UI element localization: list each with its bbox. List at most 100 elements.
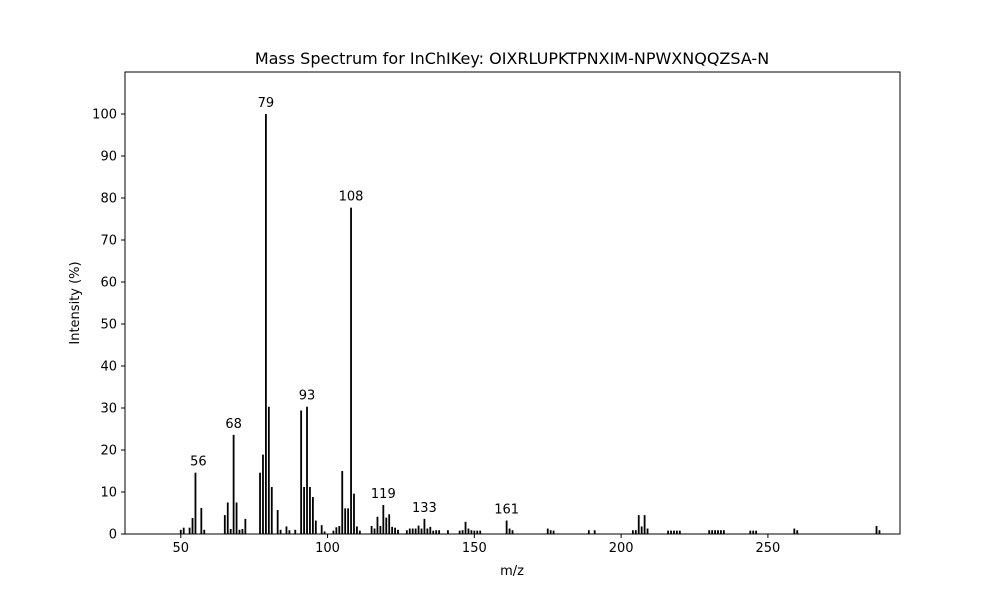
peak-bar xyxy=(182,527,185,534)
y-axis: 0 10 20 30 40 50 60 70 80 90 100 xyxy=(92,108,125,543)
peak-bar xyxy=(420,528,423,534)
peak-bar xyxy=(752,530,755,534)
peak-bars xyxy=(179,114,881,534)
peak-bar xyxy=(467,528,470,534)
peak-bar xyxy=(188,527,191,534)
x-tick-label: 100 xyxy=(315,541,340,556)
peak-bar xyxy=(411,528,414,534)
peak-bar xyxy=(323,531,326,534)
x-tick-label: 150 xyxy=(462,541,487,556)
peak-label: 79 xyxy=(258,96,275,111)
peak-bar xyxy=(235,502,238,534)
peak-bar xyxy=(637,515,640,534)
peak-bar xyxy=(875,526,878,534)
peak-label: 133 xyxy=(412,501,437,516)
peak-bar xyxy=(335,527,338,534)
peak-bar xyxy=(552,530,555,534)
peak-bar xyxy=(646,528,649,534)
peak-bar xyxy=(438,530,441,534)
peak-bar xyxy=(232,434,235,534)
peak-bar xyxy=(640,526,643,534)
peak-bar xyxy=(285,526,288,534)
y-tick-label: 40 xyxy=(100,360,117,375)
peak-bar xyxy=(194,472,197,534)
peak-bar xyxy=(191,518,194,534)
peak-bar xyxy=(408,528,411,534)
peak-labels: 56 68 79 93 108 119 133 161 xyxy=(190,96,519,518)
peak-bar xyxy=(226,502,229,534)
peak-bar xyxy=(708,530,711,534)
peak-bar xyxy=(470,530,473,534)
peak-bar xyxy=(244,518,247,534)
x-tick-label: 200 xyxy=(609,541,634,556)
peak-bar xyxy=(385,517,388,534)
peak-bar xyxy=(356,526,358,534)
peak-bar xyxy=(796,530,799,534)
y-tick-label: 50 xyxy=(100,318,117,333)
peak-bar xyxy=(643,515,646,534)
y-tick-label: 20 xyxy=(100,444,117,459)
y-axis-title: Intensity (%) xyxy=(68,261,83,344)
peak-bar xyxy=(405,530,408,534)
peak-bar xyxy=(593,530,596,534)
peak-bar xyxy=(223,515,226,534)
peak-bar xyxy=(300,410,303,534)
peak-bar xyxy=(265,114,267,534)
peak-bar xyxy=(473,530,476,534)
peak-bar xyxy=(397,529,399,534)
peak-label: 68 xyxy=(225,417,242,432)
peak-bar xyxy=(749,530,752,534)
y-tick-label: 0 xyxy=(109,528,117,543)
peak-bar xyxy=(423,518,426,534)
peak-bar xyxy=(344,508,347,534)
x-tick-label: 50 xyxy=(173,541,190,556)
peak-bar xyxy=(259,472,261,534)
peak-bar xyxy=(370,526,373,534)
peak-bar xyxy=(347,508,350,534)
y-tick-label: 80 xyxy=(100,192,117,207)
chart-title: Mass Spectrum for InChIKey: OIXRLUPKTPNX… xyxy=(255,49,769,68)
plot-frame xyxy=(124,71,901,535)
peak-bar xyxy=(229,528,232,534)
peak-bar xyxy=(179,529,182,534)
peak-bar xyxy=(294,529,297,534)
peak-bar xyxy=(673,530,675,534)
peak-label: 161 xyxy=(494,503,519,518)
peak-bar xyxy=(511,530,514,534)
peak-bar xyxy=(755,530,758,534)
peak-bar xyxy=(350,207,352,534)
peak-bar xyxy=(426,528,429,534)
peak-bar xyxy=(332,530,335,534)
peak-bar xyxy=(203,529,206,534)
peak-bar xyxy=(338,526,341,534)
peak-bar xyxy=(476,530,479,534)
peak-bar xyxy=(309,486,311,534)
peak-bar xyxy=(241,528,244,534)
peak-bar xyxy=(341,471,344,534)
peak-bar xyxy=(546,528,549,534)
peak-bar xyxy=(414,528,417,534)
peak-bar xyxy=(417,525,420,534)
peak-bar xyxy=(717,530,719,534)
peak-label: 119 xyxy=(371,487,396,502)
peak-bar xyxy=(670,530,672,534)
peak-bar xyxy=(675,530,678,534)
peak-bar xyxy=(391,526,394,534)
y-tick-label: 100 xyxy=(92,108,117,123)
x-tick-label: 250 xyxy=(755,541,780,556)
peak-bar xyxy=(505,520,508,534)
peak-bar xyxy=(587,530,590,534)
peak-bar xyxy=(270,486,273,534)
peak-bar xyxy=(667,530,669,534)
peak-bar xyxy=(279,529,282,534)
peak-bar xyxy=(311,497,314,534)
peak-bar xyxy=(353,493,355,534)
peak-bar xyxy=(379,526,382,534)
y-tick-label: 10 xyxy=(100,486,117,501)
peak-bar xyxy=(320,525,323,534)
peak-bar xyxy=(276,510,279,534)
peak-bar xyxy=(288,530,291,534)
peak-bar xyxy=(678,530,681,534)
